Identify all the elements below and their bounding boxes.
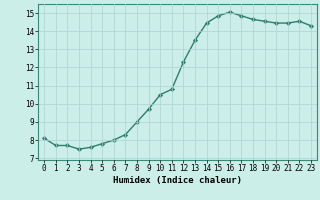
X-axis label: Humidex (Indice chaleur): Humidex (Indice chaleur) xyxy=(113,176,242,185)
